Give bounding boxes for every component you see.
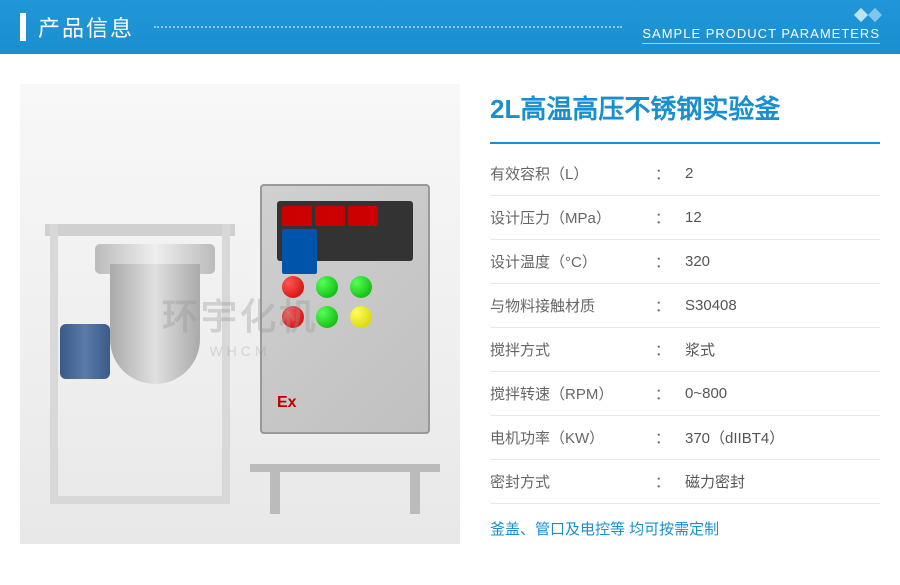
watermark-sub: WHCM — [209, 343, 270, 359]
spec-row: 密封方式 ： 磁力密封 — [490, 460, 880, 504]
spec-colon: ： — [655, 295, 685, 316]
product-title: 2L高温高压不锈钢实验釜 — [490, 89, 880, 144]
header-right: SAMPLE PRODUCT PARAMETERS — [642, 10, 880, 44]
diamond-decoration — [856, 10, 880, 20]
diamond-icon — [868, 8, 882, 22]
spec-value: 磁力密封 — [685, 471, 880, 492]
header-title: 产品信息 — [38, 11, 134, 43]
spec-label: 与物料接触材质 — [490, 295, 655, 316]
spec-row: 搅拌转速（RPM） ： 0~800 — [490, 372, 880, 416]
spec-label: 有效容积（L） — [490, 163, 655, 184]
accent-bar — [20, 13, 26, 41]
spec-value: 320 — [685, 253, 880, 270]
spec-colon: ： — [655, 471, 685, 492]
spec-row: 设计压力（MPa） ： 12 — [490, 196, 880, 240]
spec-table: 有效容积（L） ： 2 设计压力（MPa） ： 12 设计温度（°C） ： 32… — [490, 152, 880, 504]
spec-value: 2 — [685, 165, 880, 182]
spec-value: 12 — [685, 209, 880, 226]
spec-colon: ： — [655, 251, 685, 272]
spec-colon: ： — [655, 383, 685, 404]
header-subtitle: SAMPLE PRODUCT PARAMETERS — [642, 26, 880, 44]
dotted-divider — [154, 26, 622, 28]
spec-row: 有效容积（L） ： 2 — [490, 152, 880, 196]
spec-row: 电机功率（KW） ： 370（dIIBT4） — [490, 416, 880, 460]
reactor-stand — [50, 224, 230, 504]
spec-colon: ： — [655, 339, 685, 360]
spec-value: S30408 — [685, 297, 880, 314]
spec-colon: ： — [655, 207, 685, 228]
spec-label: 搅拌方式 — [490, 339, 655, 360]
spec-colon: ： — [655, 163, 685, 184]
ex-label: Ex — [277, 394, 297, 412]
spec-colon: ： — [655, 427, 685, 448]
spec-label: 设计温度（°C） — [490, 251, 655, 272]
spec-label: 搅拌转速（RPM） — [490, 383, 655, 404]
spec-row: 搅拌方式 ： 浆式 — [490, 328, 880, 372]
spec-value: 370（dIIBT4） — [685, 427, 880, 448]
header-left: 产品信息 — [20, 11, 134, 43]
spec-row: 与物料接触材质 ： S30408 — [490, 284, 880, 328]
product-info: 2L高温高压不锈钢实验釜 有效容积（L） ： 2 设计压力（MPa） ： 12 … — [490, 84, 880, 544]
spec-label: 电机功率（KW） — [490, 427, 655, 448]
spec-value: 浆式 — [685, 339, 880, 360]
spec-value: 0~800 — [685, 385, 880, 402]
content-area: Ex 环宇化机 WHCM 2L高温高压不锈钢实验釜 有效容积（L） ： 2 设计… — [0, 54, 900, 564]
spec-label: 设计压力（MPa） — [490, 207, 655, 228]
spec-label: 密封方式 — [490, 471, 655, 492]
footer-note: 釜盖、管口及电控等 均可按需定制 — [490, 504, 880, 539]
header-bar: 产品信息 SAMPLE PRODUCT PARAMETERS — [0, 0, 900, 54]
diamond-icon — [854, 8, 868, 22]
spec-row: 设计温度（°C） ： 320 — [490, 240, 880, 284]
equipment-illustration: Ex 环宇化机 WHCM — [20, 84, 460, 544]
watermark: 环宇化机 — [162, 288, 318, 340]
product-image: Ex 环宇化机 WHCM — [20, 84, 460, 544]
